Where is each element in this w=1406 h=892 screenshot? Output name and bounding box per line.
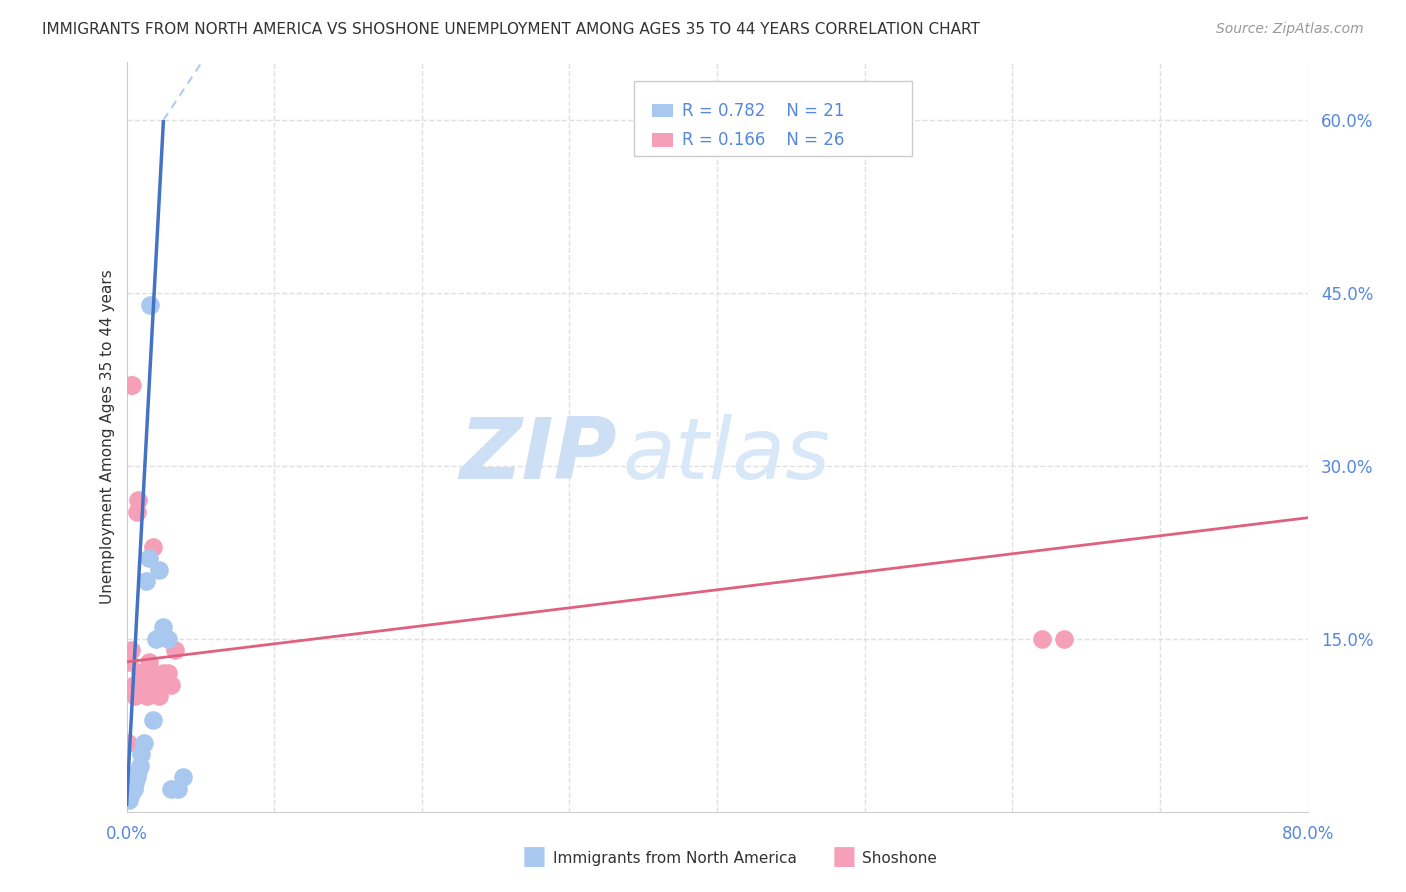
Point: [128, 758, 150, 772]
Point: [135, 574, 157, 589]
Point: [136, 690, 159, 704]
Text: IMMIGRANTS FROM NORTH AMERICA VS SHOSHONE UNEMPLOYMENT AMONG AGES 35 TO 44 YEARS: IMMIGRANTS FROM NORTH AMERICA VS SHOSHON…: [42, 22, 980, 37]
Point: [142, 713, 165, 727]
Point: [122, 781, 145, 796]
Point: [145, 678, 167, 692]
Point: [121, 378, 143, 392]
Point: [152, 666, 174, 681]
Point: [1053, 632, 1076, 646]
Text: Shoshone: Shoshone: [862, 851, 936, 866]
Text: ■: ■: [522, 844, 547, 870]
Point: [118, 793, 141, 807]
Point: [120, 643, 142, 657]
Point: [120, 378, 142, 392]
Point: [120, 788, 142, 802]
Point: [124, 690, 146, 704]
Point: [124, 776, 146, 790]
Point: [1031, 632, 1053, 646]
Point: [165, 643, 187, 657]
Point: [159, 781, 183, 796]
Text: ■: ■: [831, 844, 856, 870]
Text: Source: ZipAtlas.com: Source: ZipAtlas.com: [1216, 22, 1364, 37]
Point: [167, 781, 190, 796]
Text: R = 0.166    N = 26: R = 0.166 N = 26: [682, 131, 844, 149]
Point: [138, 655, 160, 669]
Point: [132, 678, 155, 692]
Point: [125, 505, 148, 519]
Point: [142, 540, 165, 554]
Point: [117, 735, 139, 749]
Point: [134, 735, 156, 749]
Point: [152, 620, 174, 634]
Point: [156, 666, 179, 681]
FancyBboxPatch shape: [634, 81, 912, 156]
Point: [159, 678, 183, 692]
Text: R = 0.782    N = 21: R = 0.782 N = 21: [682, 102, 844, 120]
Point: [122, 678, 145, 692]
Bar: [652, 103, 673, 117]
Point: [121, 781, 143, 796]
Point: [127, 764, 149, 779]
Point: [139, 297, 162, 311]
Point: [134, 678, 156, 692]
Text: atlas: atlas: [623, 414, 831, 498]
Y-axis label: Unemployment Among Ages 35 to 44 years: Unemployment Among Ages 35 to 44 years: [100, 269, 115, 605]
Point: [138, 551, 160, 566]
Point: [135, 666, 157, 681]
Point: [145, 632, 167, 646]
Point: [118, 655, 141, 669]
Point: [129, 666, 153, 681]
Point: [128, 666, 150, 681]
Point: [125, 770, 148, 784]
Point: [148, 690, 170, 704]
Point: [172, 770, 194, 784]
Text: ZIP: ZIP: [458, 414, 617, 498]
Point: [127, 493, 149, 508]
Point: [129, 747, 153, 761]
Text: Immigrants from North America: Immigrants from North America: [553, 851, 796, 866]
Bar: [652, 134, 673, 147]
Point: [148, 563, 170, 577]
Point: [139, 678, 162, 692]
Point: [156, 632, 179, 646]
